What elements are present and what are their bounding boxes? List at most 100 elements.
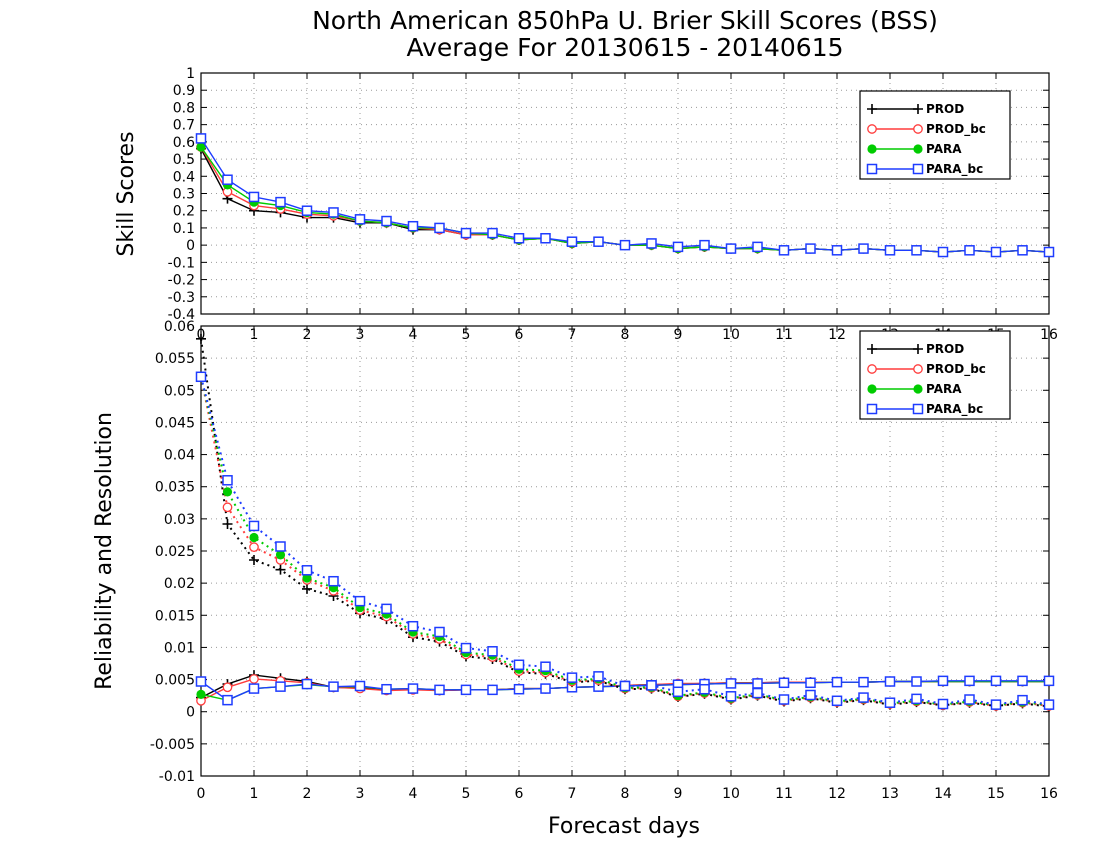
- data-point: [911, 245, 922, 256]
- data-point: [1017, 694, 1028, 706]
- legend-marker: [867, 144, 877, 154]
- data-point: [301, 565, 313, 576]
- y-tick-label: 0.06: [164, 319, 195, 335]
- data-point: [911, 693, 922, 705]
- reliability-ylabel: Reliability and Resolution: [92, 412, 117, 690]
- x-tick-label: 9: [674, 786, 683, 802]
- y-tick-label: 0.005: [155, 673, 195, 689]
- data-point: [275, 564, 286, 575]
- x-tick-label: 4: [409, 786, 418, 802]
- y-tick-label: 0.5: [173, 152, 195, 168]
- x-tick-label: 2: [303, 786, 312, 802]
- x-tick-label: 11: [775, 786, 793, 802]
- y-tick-label: 0.015: [155, 608, 195, 624]
- data-point: [884, 697, 896, 708]
- x-tick-label: 8: [621, 786, 630, 802]
- legend-label: PROD_bc: [926, 362, 986, 377]
- data-point: [434, 626, 445, 638]
- x-tick-label: 6: [515, 786, 524, 802]
- data-point: [805, 677, 816, 689]
- data-point: [354, 680, 366, 692]
- data-point: [646, 680, 657, 691]
- x-tick-label: 2: [303, 327, 312, 343]
- y-tick-label: 0.025: [155, 544, 195, 560]
- data-point: [990, 699, 1002, 710]
- legend: PROD PROD_bc PARA PARA_bc: [859, 330, 1011, 420]
- x-tick-label: 6: [515, 327, 524, 343]
- x-tick-label: 10: [722, 327, 740, 343]
- data-point: [911, 676, 922, 687]
- x-tick-label: 16: [1040, 786, 1058, 802]
- legend-marker: [913, 144, 923, 154]
- data-point: [222, 519, 233, 529]
- data-point: [328, 681, 339, 692]
- x-tick-label: 3: [356, 786, 365, 802]
- data-point: [619, 680, 631, 692]
- data-point: [222, 694, 233, 706]
- x-tick-label: 7: [568, 327, 577, 343]
- data-point: [487, 684, 498, 696]
- x-axis-label: Forecast days: [548, 814, 700, 839]
- data-point: [858, 676, 869, 688]
- data-point: [540, 683, 551, 694]
- data-point: [381, 683, 392, 695]
- data-point: [434, 222, 445, 234]
- x-tick-label: 1: [250, 786, 259, 802]
- data-point: [699, 239, 710, 251]
- y-tick-label: 0.2: [173, 204, 195, 220]
- x-tick-label: 7: [568, 786, 577, 802]
- y-tick-label: 0.1: [173, 221, 195, 237]
- legend-marker: [867, 104, 877, 114]
- data-point: [354, 214, 366, 225]
- data-point: [328, 575, 339, 587]
- data-point: [381, 215, 392, 227]
- y-tick-label: 0: [186, 705, 195, 721]
- legend-label: PARA: [926, 382, 962, 396]
- y-tick-label: 0.01: [164, 640, 195, 656]
- series-line: [200, 376, 1050, 707]
- data-point: [195, 371, 207, 383]
- data-point: [752, 678, 763, 689]
- data-point: [434, 684, 445, 696]
- legend-box: [859, 90, 1011, 180]
- legend-marker: [913, 364, 923, 374]
- data-point: [752, 687, 763, 699]
- x-tick-label: 15: [987, 786, 1005, 802]
- data-point: [196, 689, 206, 699]
- data-point: [805, 689, 816, 701]
- y-tick-label: 0.7: [173, 118, 195, 134]
- x-tick-label: 12: [828, 786, 846, 802]
- legend-label: PARA: [926, 142, 962, 156]
- data-point: [196, 333, 206, 344]
- data-point: [831, 695, 843, 707]
- data-point: [725, 678, 737, 689]
- data-point: [1017, 675, 1028, 687]
- x-tick-label: 3: [356, 327, 365, 343]
- x-tick-label: 12: [828, 327, 846, 343]
- data-point: [222, 682, 233, 693]
- y-tick-label: 0.04: [164, 448, 195, 464]
- legend-box: [859, 330, 1011, 420]
- skill-scores-ylabel: Skill Scores: [114, 131, 139, 256]
- data-point: [964, 675, 975, 687]
- data-point: [302, 573, 312, 583]
- data-point: [1043, 675, 1055, 687]
- data-point: [513, 233, 525, 244]
- skill-scores-panel: 012345678910111213141516-0.4-0.3-0.2-0.1…: [168, 66, 1058, 343]
- data-point: [301, 678, 313, 690]
- data-point: [725, 691, 737, 702]
- data-point: [249, 674, 259, 684]
- chart-title-line2: Average For 20130615 - 20140615: [406, 33, 843, 62]
- x-tick-label: 0: [197, 786, 206, 802]
- data-point: [354, 595, 366, 607]
- series-line: [200, 376, 1050, 706]
- legend-marker: [912, 163, 924, 175]
- data-point: [990, 675, 1002, 687]
- data-point: [646, 238, 657, 249]
- data-point: [249, 532, 259, 543]
- y-tick-label: 0: [186, 238, 195, 254]
- data-point: [672, 241, 684, 253]
- data-point: [566, 672, 578, 683]
- data-point: [249, 555, 259, 565]
- y-tick-label: 1: [186, 66, 195, 82]
